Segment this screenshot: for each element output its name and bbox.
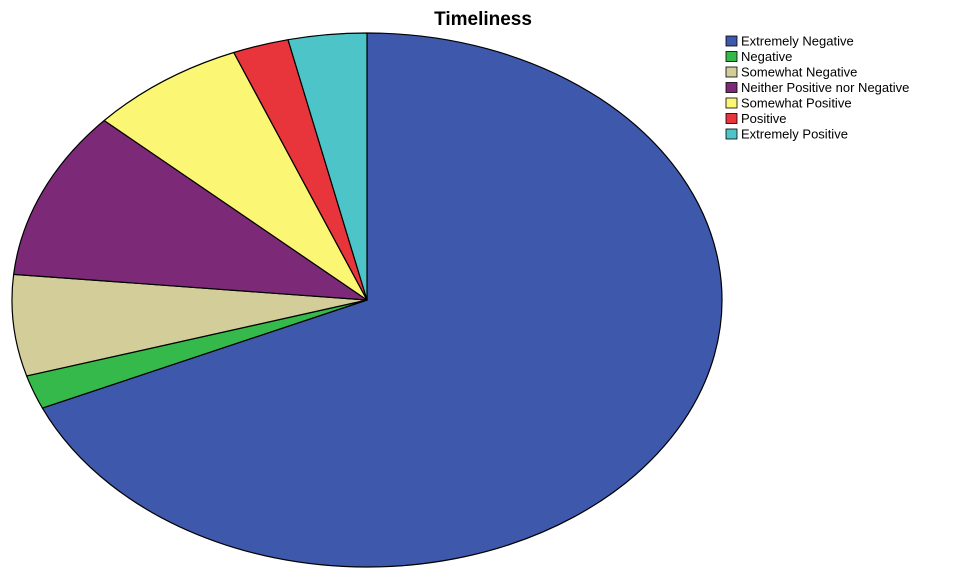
legend-item-somewhat-negative: Somewhat Negative (725, 65, 857, 80)
legend-swatch-somewhat-negative (725, 66, 738, 78)
chart-title: Timeliness (434, 9, 532, 30)
legend-label-extremely-positive: Extremely Positive (741, 127, 848, 142)
legend-label-neither-positive-nor-negative: Neither Positive nor Negative (741, 80, 909, 95)
legend-item-extremely-negative: Extremely Negative (725, 34, 854, 49)
legend-swatch-extremely-positive (725, 128, 738, 140)
pie-slice-extremely-negative (41, 32, 723, 568)
pie-slices (11, 32, 723, 568)
legend-label-extremely-negative: Extremely Negative (741, 34, 854, 49)
legend-item-somewhat-positive: Somewhat Positive (725, 96, 852, 111)
legend-swatch-somewhat-positive (725, 97, 738, 109)
legend-label-positive: Positive (741, 111, 787, 126)
legend-item-negative: Negative (725, 49, 792, 64)
legend-swatch-positive (725, 113, 738, 124)
legend-item-neither-positive-nor-negative: Neither Positive nor Negative (725, 80, 909, 95)
pie-slice-somewhat-positive (103, 51, 368, 301)
pie-slice-extremely-positive (287, 32, 368, 301)
legend-label-negative: Negative (741, 49, 792, 64)
legend-swatch-extremely-negative (725, 35, 738, 47)
pie-slice-somewhat-negative (11, 273, 368, 377)
pie-slice-neither-positive-nor-negative (13, 119, 368, 301)
legend-swatch-neither-positive-nor-negative (725, 82, 738, 93)
legend-item-positive: Positive (725, 111, 787, 126)
legend-item-extremely-positive: Extremely Positive (725, 127, 848, 142)
legend-label-somewhat-positive: Somewhat Positive (741, 96, 852, 111)
legend-label-somewhat-negative: Somewhat Negative (741, 65, 857, 80)
legend-swatch-negative (725, 51, 738, 62)
